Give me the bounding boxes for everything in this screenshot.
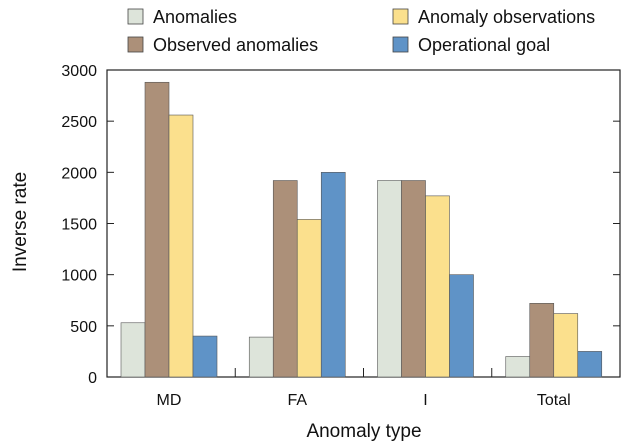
x-axis-title: Anomaly type bbox=[306, 421, 421, 442]
bar-anomalies-md bbox=[120, 322, 146, 378]
y-tick-label: 1000 bbox=[61, 268, 97, 285]
bar-operational-goal-md bbox=[192, 335, 218, 378]
plot-area: 0 500 1000 1500 2000 2500 3000 MD FA I Total bbox=[61, 63, 621, 409]
x-tick-label: Total bbox=[537, 392, 571, 409]
bar-anomaly-observations-fa bbox=[296, 219, 322, 378]
bar-operational-goal-fa bbox=[320, 172, 346, 378]
y-tick-label: 2000 bbox=[61, 165, 97, 182]
legend-swatch bbox=[127, 8, 144, 25]
bar-operational-goal-total bbox=[577, 351, 603, 378]
bar-anomaly-observations-i bbox=[425, 195, 450, 378]
bar-observed-anomalies-md bbox=[144, 81, 170, 378]
x-tick-label: FA bbox=[287, 392, 307, 409]
bar-observed-anomalies-fa bbox=[272, 180, 298, 378]
legend-label: Anomaly observations bbox=[418, 7, 595, 27]
y-axis-title: Inverse rate bbox=[10, 172, 31, 272]
bar-anomaly-observations-total bbox=[553, 313, 579, 378]
legend: Anomalies Observed anomalies Anomaly obser… bbox=[127, 7, 595, 55]
bar-observed-anomalies-i bbox=[401, 180, 426, 378]
legend-label: Observed anomalies bbox=[153, 35, 318, 55]
bar-anomalies-fa bbox=[248, 336, 274, 378]
bar-observed-anomalies-total bbox=[529, 303, 555, 378]
x-tick-label: I bbox=[423, 392, 427, 409]
y-tick-label: 0 bbox=[88, 370, 97, 387]
y-tick-label: 2500 bbox=[61, 114, 97, 131]
y-tick-label: 1500 bbox=[61, 217, 97, 234]
x-tick-label: MD bbox=[157, 392, 182, 409]
legend-label: Anomalies bbox=[153, 7, 237, 27]
legend-swatch bbox=[392, 36, 409, 53]
legend-swatch bbox=[127, 36, 144, 53]
legend-swatch bbox=[392, 8, 409, 25]
y-tick-label: 3000 bbox=[61, 63, 97, 80]
bar-anomalies-i bbox=[377, 180, 402, 378]
legend-label: Operational goal bbox=[418, 35, 550, 55]
y-tick-label: 500 bbox=[70, 319, 97, 336]
bar-operational-goal-i bbox=[449, 274, 474, 378]
bar-anomaly-observations-md bbox=[168, 114, 194, 378]
bar-anomalies-total bbox=[505, 356, 531, 378]
